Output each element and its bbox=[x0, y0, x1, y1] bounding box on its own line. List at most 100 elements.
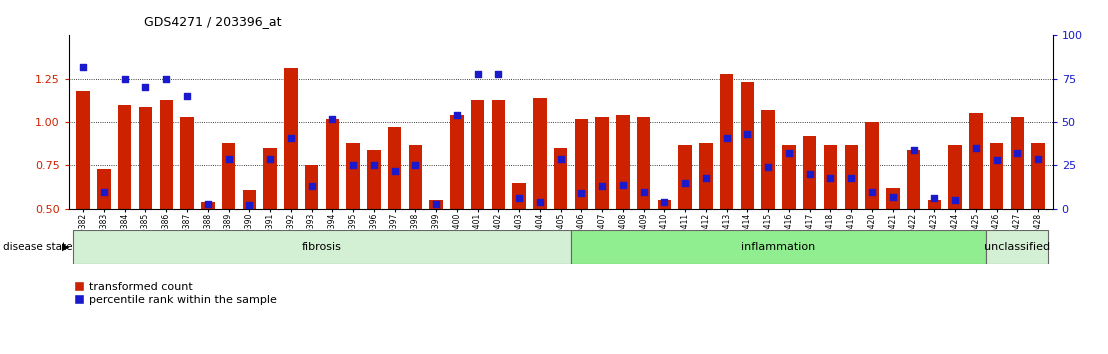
Bar bbox=[741, 82, 755, 209]
Bar bbox=[865, 122, 879, 209]
Bar bbox=[1032, 143, 1045, 209]
Point bbox=[801, 171, 819, 177]
Bar bbox=[512, 183, 526, 209]
Bar bbox=[554, 148, 567, 209]
Point bbox=[531, 199, 548, 205]
Bar bbox=[720, 74, 733, 209]
Bar bbox=[73, 230, 571, 264]
Point bbox=[74, 64, 92, 69]
Bar bbox=[986, 230, 1048, 264]
Point bbox=[946, 198, 964, 203]
Point bbox=[178, 93, 196, 99]
Point bbox=[386, 168, 403, 173]
Bar bbox=[430, 200, 443, 209]
Point bbox=[157, 76, 175, 81]
Point bbox=[490, 71, 507, 76]
Bar bbox=[76, 91, 90, 209]
Point bbox=[863, 189, 881, 194]
Point bbox=[987, 158, 1005, 163]
Bar bbox=[637, 117, 650, 209]
Text: unclassified: unclassified bbox=[984, 242, 1050, 252]
Bar bbox=[782, 145, 796, 209]
Point bbox=[199, 201, 217, 206]
Bar bbox=[450, 115, 463, 209]
Bar bbox=[970, 113, 983, 209]
Point bbox=[656, 199, 674, 205]
Text: disease state: disease state bbox=[3, 242, 73, 252]
Point bbox=[676, 180, 694, 185]
Point bbox=[365, 163, 382, 169]
Point bbox=[884, 194, 902, 200]
Point bbox=[718, 135, 736, 141]
Bar bbox=[181, 117, 194, 209]
Point bbox=[635, 189, 653, 194]
Point bbox=[428, 201, 445, 206]
Bar bbox=[533, 98, 546, 209]
Legend: transformed count, percentile rank within the sample: transformed count, percentile rank withi… bbox=[74, 282, 277, 306]
Bar bbox=[658, 200, 671, 209]
Point bbox=[573, 190, 591, 196]
Point bbox=[593, 183, 611, 189]
Point bbox=[324, 116, 341, 121]
Bar bbox=[699, 143, 712, 209]
Point bbox=[261, 156, 279, 161]
Bar bbox=[1010, 117, 1024, 209]
Point bbox=[1008, 150, 1026, 156]
Text: inflammation: inflammation bbox=[741, 242, 815, 252]
Bar bbox=[222, 143, 235, 209]
Point bbox=[967, 145, 985, 151]
Point bbox=[780, 150, 798, 156]
Point bbox=[697, 175, 715, 181]
Bar bbox=[160, 99, 173, 209]
Point bbox=[1029, 156, 1047, 161]
Bar bbox=[616, 115, 629, 209]
Bar bbox=[264, 148, 277, 209]
Point bbox=[407, 163, 424, 169]
Point bbox=[925, 196, 943, 201]
Bar bbox=[948, 145, 962, 209]
Bar bbox=[117, 105, 132, 209]
Bar bbox=[347, 143, 360, 209]
Bar bbox=[367, 150, 380, 209]
Point bbox=[904, 147, 922, 153]
Point bbox=[759, 164, 777, 170]
Bar bbox=[761, 110, 774, 209]
Bar bbox=[388, 127, 401, 209]
Bar bbox=[471, 99, 484, 209]
Bar bbox=[409, 145, 422, 209]
Point bbox=[302, 183, 320, 189]
Bar bbox=[305, 166, 318, 209]
Point bbox=[822, 175, 840, 181]
Point bbox=[469, 71, 486, 76]
Point bbox=[842, 175, 860, 181]
Bar bbox=[886, 188, 900, 209]
Text: GDS4271 / 203396_at: GDS4271 / 203396_at bbox=[144, 15, 281, 28]
Bar bbox=[138, 107, 152, 209]
Bar bbox=[98, 169, 111, 209]
Text: ▶: ▶ bbox=[62, 242, 70, 252]
Point bbox=[219, 156, 237, 161]
Bar bbox=[678, 145, 691, 209]
Point bbox=[240, 202, 258, 208]
Bar bbox=[201, 202, 215, 209]
Point bbox=[95, 189, 113, 194]
Point bbox=[739, 131, 757, 137]
Point bbox=[136, 85, 154, 90]
Bar bbox=[823, 145, 838, 209]
Bar bbox=[326, 119, 339, 209]
Bar bbox=[906, 150, 921, 209]
Bar bbox=[243, 190, 256, 209]
Bar bbox=[571, 230, 986, 264]
Point bbox=[345, 163, 362, 169]
Bar bbox=[595, 117, 609, 209]
Bar bbox=[284, 68, 298, 209]
Point bbox=[116, 76, 134, 81]
Bar bbox=[803, 136, 817, 209]
Point bbox=[614, 182, 632, 187]
Point bbox=[448, 112, 465, 118]
Point bbox=[552, 156, 570, 161]
Text: fibrosis: fibrosis bbox=[302, 242, 342, 252]
Bar bbox=[844, 145, 858, 209]
Bar bbox=[927, 200, 941, 209]
Bar bbox=[575, 119, 588, 209]
